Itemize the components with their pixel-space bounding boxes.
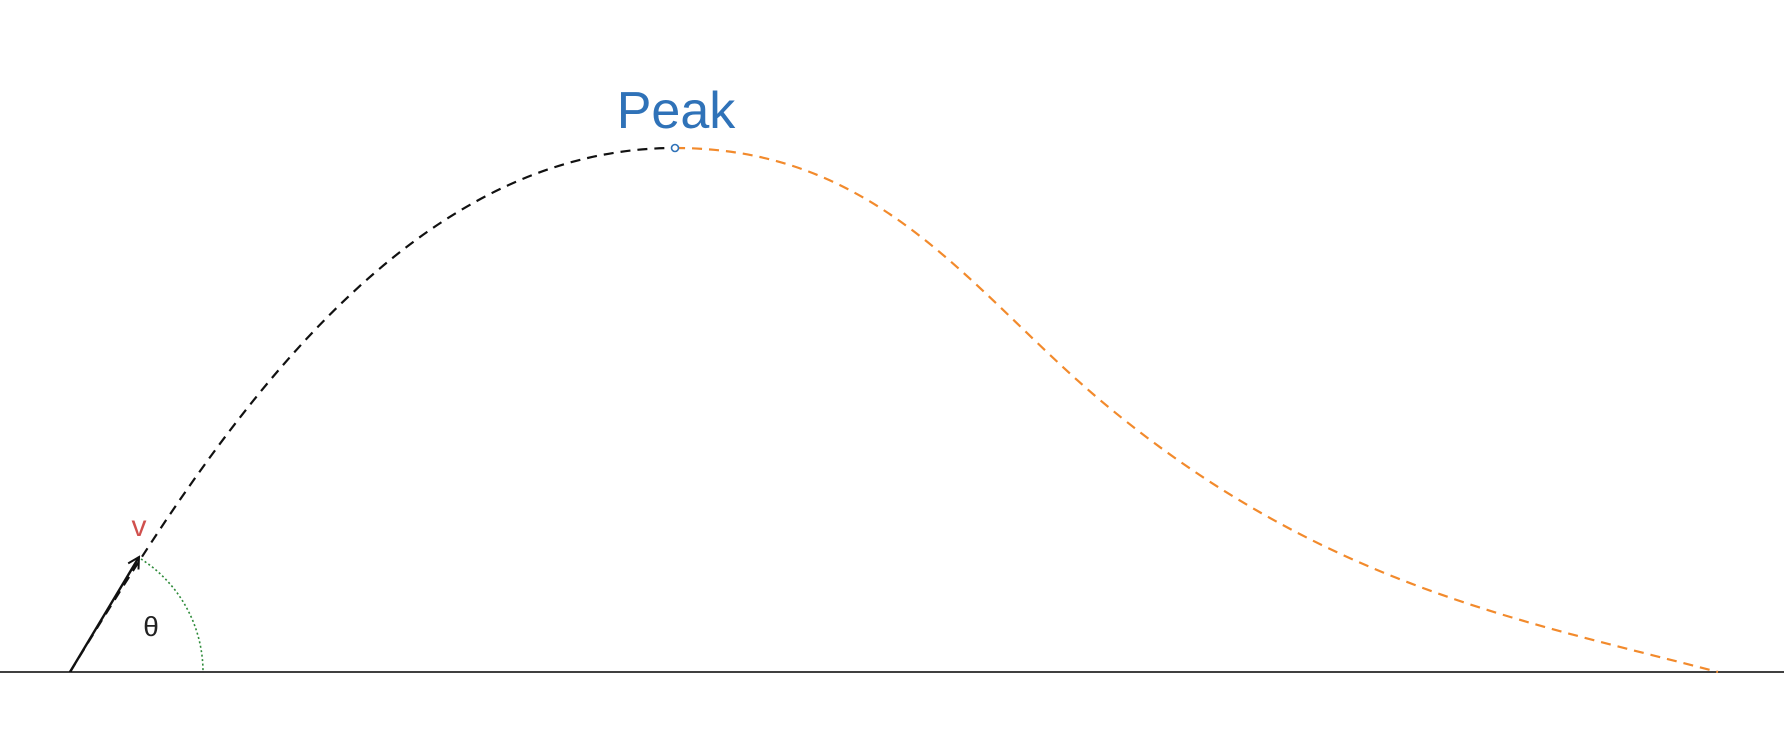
velocity-label: v (132, 510, 147, 543)
velocity-vector (68, 557, 139, 673)
peak-marker (670, 143, 680, 153)
descent-trajectory (674, 146, 1719, 674)
peak-label: Peak (617, 82, 737, 140)
ascent-trajectory (69, 146, 676, 673)
angle-arc (140, 558, 204, 673)
angle-label: θ (143, 611, 159, 642)
